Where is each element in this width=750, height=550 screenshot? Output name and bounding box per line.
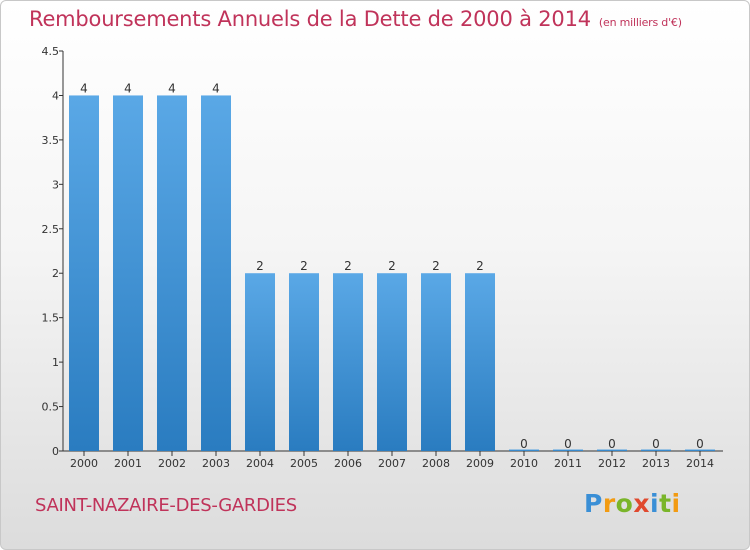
logo-letter: r — [602, 489, 616, 518]
logo-letter: i — [650, 489, 660, 518]
chart-title: Remboursements Annuels de la Dette de 20… — [29, 7, 682, 31]
data-label-2007: 2 — [388, 259, 396, 273]
bar-2012 — [597, 449, 627, 451]
x-axis: 2000 2001 2002 2003 2004 2005 2006 2007 2008 2009… — [63, 450, 723, 470]
data-label-2009: 2 — [476, 259, 484, 273]
bar-2000 — [69, 95, 99, 451]
x-tick-label: 2012 — [598, 457, 626, 470]
logo-letter: x — [633, 489, 650, 518]
x-tick-label: 2002 — [158, 457, 186, 470]
data-label-2011: 0 — [564, 437, 572, 451]
data-label-2001: 4 — [124, 81, 132, 95]
logo-letter: t — [659, 489, 672, 518]
y-tick-label: 3 — [52, 178, 59, 191]
logo-letter: i — [671, 489, 681, 518]
proxiti-logo: Proxiti — [584, 489, 681, 518]
data-label-2004: 2 — [256, 259, 264, 273]
logo-letter: o — [615, 489, 634, 518]
y-tick-label: 2.5 — [42, 223, 60, 236]
data-label-2000: 4 — [80, 81, 88, 95]
bar-2004 — [245, 273, 275, 451]
data-label-2012: 0 — [608, 437, 616, 451]
data-labels: 4 4 4 4 2 2 2 2 2 2 0 0 0 0 0 — [80, 81, 704, 451]
x-tick-label: 2009 — [466, 457, 494, 470]
data-label-2013: 0 — [652, 437, 660, 451]
bar-2009 — [465, 273, 495, 451]
data-label-2014: 0 — [696, 437, 704, 451]
x-tick-label: 2001 — [114, 457, 142, 470]
x-tick-label: 2014 — [686, 457, 714, 470]
data-label-2010: 0 — [520, 437, 528, 451]
y-axis: 0 0.5 1 1.5 2 2.5 3 3.5 4 4.5 — [42, 45, 64, 458]
x-tick-label: 2010 — [510, 457, 538, 470]
bar-2008 — [421, 273, 451, 451]
data-label-2002: 4 — [168, 81, 176, 95]
y-tick-label: 0.5 — [42, 401, 60, 414]
bar-2007 — [377, 273, 407, 451]
bar-2010 — [509, 449, 539, 451]
y-tick-label: 3.5 — [42, 134, 60, 147]
data-label-2008: 2 — [432, 259, 440, 273]
x-tick-label: 2011 — [554, 457, 582, 470]
chart-unit: (en milliers d'€) — [598, 16, 682, 29]
x-tick-label: 2003 — [202, 457, 230, 470]
bar-2006 — [333, 273, 363, 451]
data-label-2003: 4 — [212, 81, 220, 95]
chart-title-text: Remboursements Annuels de la Dette de 20… — [29, 7, 591, 31]
commune-name: SAINT-NAZAIRE-DES-GARDIES — [35, 495, 297, 516]
y-tick-label: 4 — [52, 89, 59, 102]
x-tick-label: 2000 — [70, 457, 98, 470]
bar-2011 — [553, 449, 583, 451]
data-label-2005: 2 — [300, 259, 308, 273]
logo-letter: P — [584, 489, 603, 518]
x-tick-label: 2004 — [246, 457, 274, 470]
x-tick-label: 2013 — [642, 457, 670, 470]
bar-2003 — [201, 95, 231, 451]
x-tick-label: 2005 — [290, 457, 318, 470]
y-tick-label: 4.5 — [42, 45, 60, 58]
data-label-2006: 2 — [344, 259, 352, 273]
bar-2001 — [113, 95, 143, 451]
y-tick-label: 0 — [52, 445, 59, 458]
bar-2005 — [289, 273, 319, 451]
y-tick-label: 2 — [52, 267, 59, 280]
bar-2002 — [157, 95, 187, 451]
x-tick-label: 2008 — [422, 457, 450, 470]
y-tick-label: 1 — [52, 356, 59, 369]
x-tick-label: 2007 — [378, 457, 406, 470]
x-tick-label: 2006 — [334, 457, 362, 470]
bars — [69, 95, 715, 451]
bar-2013 — [641, 449, 671, 451]
bar-2014 — [685, 449, 715, 451]
y-tick-label: 1.5 — [42, 312, 60, 325]
